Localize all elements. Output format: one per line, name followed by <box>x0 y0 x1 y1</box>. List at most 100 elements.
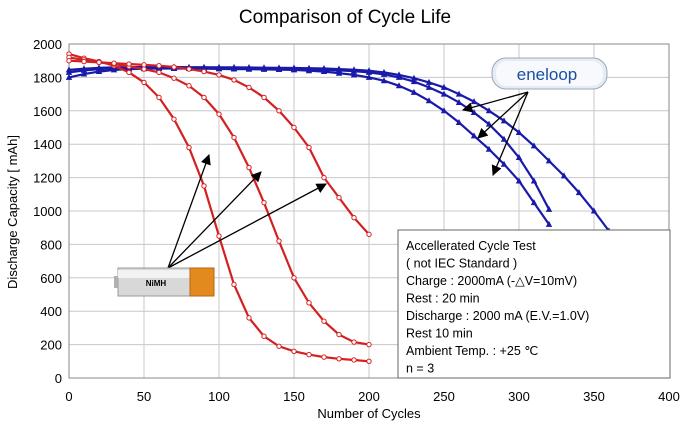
data-point-circle <box>111 60 117 66</box>
data-point-triangle <box>455 90 463 97</box>
test-condition-line: Ambient Temp. : +25 ℃ <box>406 344 538 358</box>
data-point-triangle <box>500 160 508 167</box>
data-point-circle <box>366 358 372 364</box>
data-point-circle <box>246 315 252 321</box>
data-point-circle <box>216 72 222 78</box>
y-tick-labels: 0 200 400 600 800 1000 1200 1400 1600 1800 2000 <box>33 37 62 386</box>
series-eneloop-1 <box>65 64 553 212</box>
data-point-circle <box>291 348 297 354</box>
data-point-circle <box>186 144 192 151</box>
data-point-triangle <box>200 63 208 70</box>
data-point-triangle <box>260 64 268 71</box>
data-point-circle <box>306 351 312 358</box>
data-point-circle <box>216 233 222 239</box>
data-point-circle <box>351 357 357 363</box>
data-point-triangle <box>515 129 523 136</box>
data-point-triangle <box>425 97 433 104</box>
data-point-triangle <box>80 70 88 77</box>
x-tick-label: 50 <box>137 389 151 404</box>
data-point-triangle <box>500 117 508 124</box>
y-tick-label: 600 <box>40 271 62 286</box>
test-condition-line: Charge : 2000mA (-△V=10mV) <box>406 274 577 288</box>
plot-frame <box>68 43 670 379</box>
data-point-triangle <box>305 64 313 71</box>
test-condition-line: n = 3 <box>406 362 434 376</box>
data-point-triangle <box>65 73 73 80</box>
data-point-triangle <box>485 145 493 152</box>
y-axis-label: Discharge Capacity [ mAh] <box>5 135 20 289</box>
data-point-circle <box>201 183 207 189</box>
nimh-callout: NiMH <box>114 154 327 297</box>
data-point-triangle <box>95 64 103 71</box>
x-tick-label: 150 <box>283 389 305 404</box>
data-point-triangle <box>230 63 238 70</box>
x-tick-label: 100 <box>208 389 230 404</box>
data-point-circle <box>366 231 372 238</box>
data-point-circle <box>156 94 162 101</box>
data-point-triangle <box>485 107 493 114</box>
eneloop-callout: eneloop <box>461 57 608 176</box>
eneloop-arrow <box>477 91 529 139</box>
x-axis-label: Number of Cycles <box>317 406 421 421</box>
chart-title: Comparison of Cycle Life <box>239 7 451 28</box>
nimh-battery-shine <box>118 270 190 278</box>
data-point-triangle <box>335 65 343 72</box>
x-tick-label: 0 <box>65 389 72 404</box>
data-point-circle <box>156 69 162 76</box>
data-point-triangle <box>470 132 478 139</box>
nimh-battery-cap <box>189 267 215 297</box>
nimh-label: NiMH <box>146 279 167 288</box>
data-point-triangle <box>440 107 448 114</box>
data-point-triangle <box>440 83 448 90</box>
data-point-triangle <box>380 77 388 84</box>
data-point-triangle <box>380 68 388 75</box>
x-tick-label: 200 <box>358 389 380 404</box>
nimh-arrow <box>167 183 327 269</box>
test-conditions-lines: Accellerated Cycle Test ( not IEC Standar… <box>406 239 589 376</box>
data-point-circle <box>216 111 222 117</box>
test-condition-line: Discharge : 2000 mA (E.V.=1.0V) <box>406 309 589 323</box>
nimh-battery-terminal <box>114 276 118 288</box>
test-condition-line: Rest 10 min <box>406 327 473 341</box>
data-point-circle <box>261 199 267 206</box>
data-point-circle <box>141 79 147 86</box>
data-point-circle <box>126 61 132 67</box>
data-point-circle <box>321 354 327 360</box>
data-point-triangle <box>245 64 253 71</box>
data-point-circle <box>201 94 207 101</box>
data-point-triangle <box>410 78 418 85</box>
test-conditions-box: Accellerated Cycle Test ( not IEC Standar… <box>397 229 671 379</box>
data-point-circle <box>81 58 87 65</box>
series-line <box>68 65 610 232</box>
data-point-circle <box>321 174 327 181</box>
data-point-triangle <box>440 90 448 97</box>
data-point-circle <box>261 333 267 339</box>
data-point-triangle <box>545 157 553 164</box>
data-point-triangle <box>395 71 403 78</box>
series-nimh-5 <box>66 58 372 238</box>
y-tick-label: 2000 <box>33 37 62 52</box>
data-point-circle <box>186 83 192 89</box>
data-point-circle <box>336 331 342 338</box>
data-point-triangle <box>515 154 523 161</box>
series-nimh-4 <box>66 54 372 348</box>
data-point-circle <box>141 62 147 68</box>
data-point-circle <box>306 300 312 306</box>
y-tick-label: 200 <box>40 338 62 353</box>
data-point-circle <box>171 116 177 122</box>
data-point-triangle <box>590 207 598 214</box>
y-tick-label: 1000 <box>33 204 62 219</box>
test-condition-line: Accellerated Cycle Test <box>406 239 536 253</box>
data-point-triangle <box>575 189 583 196</box>
data-point-triangle <box>545 220 553 227</box>
data-point-circle <box>156 63 162 69</box>
data-point-circle <box>261 94 267 101</box>
data-point-triangle <box>470 108 478 115</box>
data-point-circle <box>351 339 357 345</box>
data-point-triangle <box>515 177 523 184</box>
y-tick-label: 0 <box>55 371 62 386</box>
y-tick-label: 1800 <box>33 70 62 85</box>
eneloop-arrow <box>461 91 529 113</box>
data-point-triangle <box>530 177 538 184</box>
data-point-circle <box>231 281 237 288</box>
